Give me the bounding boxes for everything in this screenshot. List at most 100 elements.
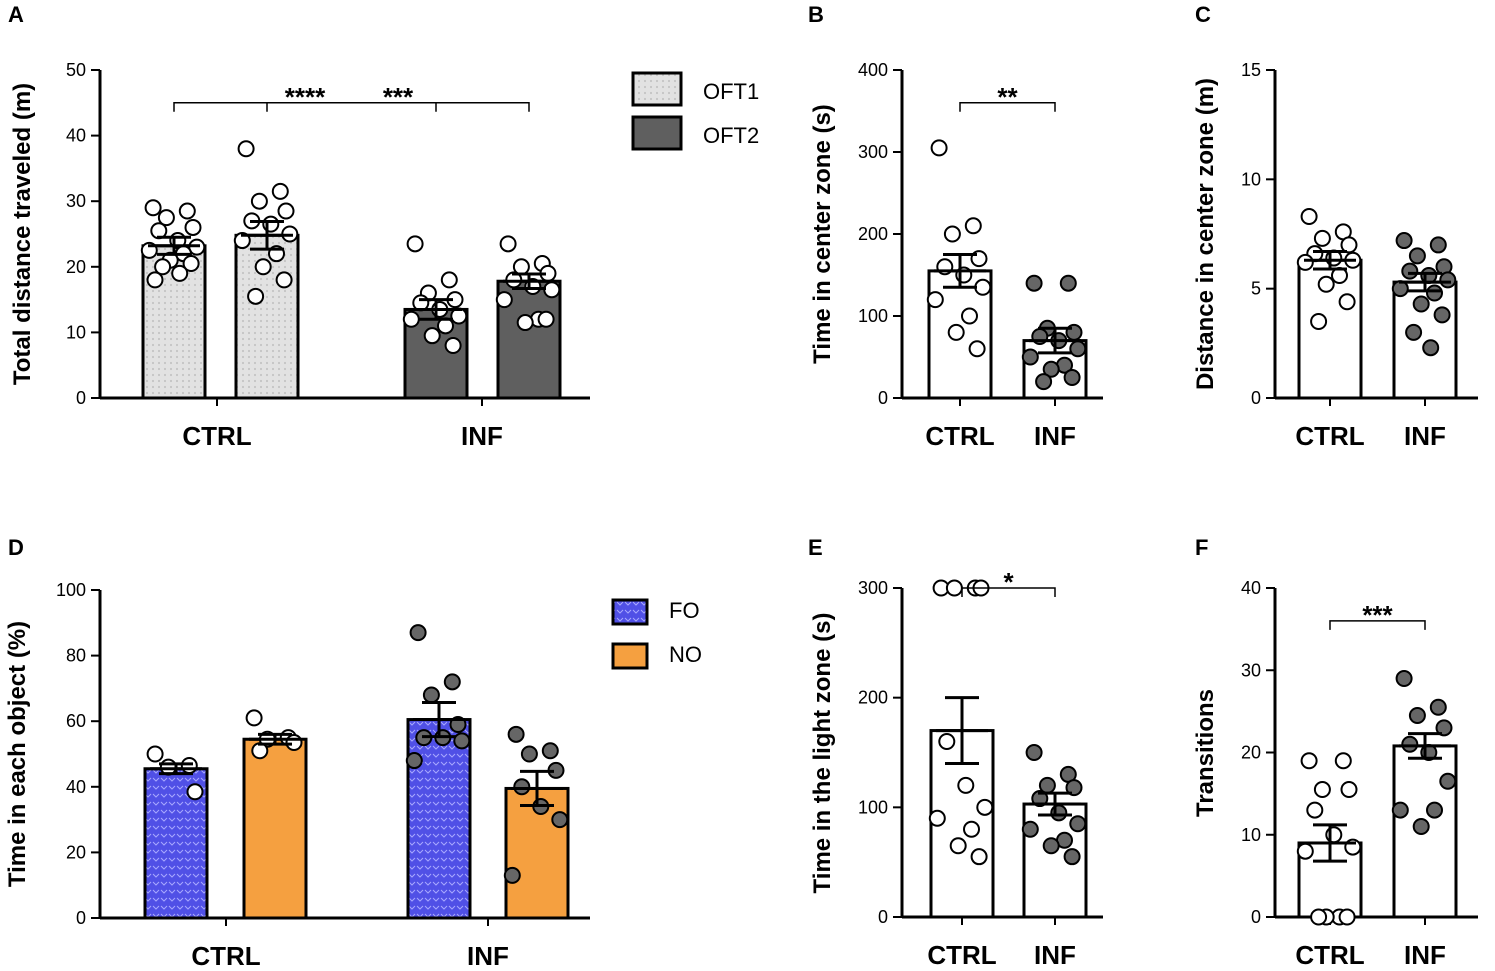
data-point	[440, 271, 458, 289]
panel-letter: E	[808, 535, 823, 560]
data-point	[1065, 779, 1083, 797]
panel-c: C Distance in center zone (m) 0 5 10 15 CTRL IN…	[1192, 2, 1478, 451]
x-category-label: INF	[1404, 421, 1446, 451]
y-tick-label: 100	[858, 306, 888, 326]
y-tick-label: 10	[66, 322, 86, 342]
x-category-label: CTRL	[182, 421, 251, 451]
data-point	[277, 202, 295, 220]
data-point	[1439, 271, 1457, 289]
legend-label: OFT1	[703, 79, 759, 104]
x-category-label: INF	[461, 421, 503, 451]
data-point	[178, 202, 196, 220]
data-point	[405, 752, 423, 770]
data-point	[938, 733, 956, 751]
x-category-label: CTRL	[927, 940, 996, 970]
data-point	[1031, 790, 1049, 808]
y-tick-label: 15	[1241, 60, 1261, 80]
significance-stars: **	[997, 82, 1018, 112]
data-point	[1035, 373, 1053, 391]
significance-bracket	[961, 587, 1056, 597]
legend-swatch	[611, 598, 649, 626]
y-tick-label: 200	[858, 688, 888, 708]
significance-bracket	[1329, 620, 1426, 630]
data-point	[254, 258, 272, 276]
data-point	[1063, 369, 1081, 386]
data-point	[1334, 752, 1352, 770]
data-point	[930, 139, 948, 157]
data-point	[423, 327, 441, 345]
y-tick-label: 0	[1251, 388, 1261, 408]
data-point	[157, 209, 175, 227]
y-tick-label: 400	[858, 60, 888, 80]
y-axis-label: Total distance traveled (m)	[9, 83, 36, 385]
y-tick-label: 40	[66, 126, 86, 146]
data-point	[1069, 340, 1087, 358]
y-axis-label: Time in each object (%)	[4, 621, 31, 887]
data-point	[503, 866, 521, 884]
data-point	[1395, 232, 1413, 250]
panel-a: A Total distance traveled (m) 0 10 20 30 40 50 C…	[8, 2, 759, 451]
data-point	[154, 258, 172, 276]
data-point	[1317, 275, 1335, 293]
data-point	[513, 778, 531, 796]
significance-bracket	[959, 102, 1056, 112]
legend-label: OFT2	[703, 123, 759, 148]
y-tick-label: 0	[878, 388, 888, 408]
data-point	[1408, 247, 1426, 265]
data-point	[968, 340, 986, 358]
data-point	[1059, 274, 1077, 292]
y-tick-label: 30	[1241, 660, 1261, 680]
data-point	[453, 732, 471, 750]
data-point	[1310, 908, 1328, 926]
x-category-label: INF	[1034, 421, 1076, 451]
data-point	[1310, 312, 1328, 330]
panel-letter: A	[8, 2, 24, 27]
data-point	[271, 182, 289, 200]
legend-swatch	[631, 115, 683, 151]
data-point	[1435, 719, 1453, 737]
legend-label: FO	[669, 598, 700, 623]
data-point	[1296, 842, 1314, 860]
data-point	[1069, 815, 1087, 833]
data-point	[926, 291, 944, 309]
data-point	[250, 192, 268, 210]
y-tick-label: 0	[1251, 907, 1261, 927]
panel-f: F Transitions 0 10 20 30 40 CTRL INF ***	[1192, 535, 1478, 970]
significance-stars: ****	[285, 82, 326, 112]
y-tick-label: 20	[66, 842, 86, 862]
data-point	[1401, 735, 1419, 753]
data-point	[406, 235, 424, 253]
data-point	[1426, 801, 1443, 819]
data-point	[961, 307, 978, 325]
data-point	[1395, 669, 1413, 687]
data-point	[495, 291, 513, 309]
data-point	[409, 624, 427, 642]
data-point	[970, 848, 988, 866]
data-point	[443, 673, 461, 691]
data-point	[943, 225, 961, 243]
data-point	[144, 199, 162, 217]
panel-letter: B	[808, 2, 824, 27]
data-point	[928, 809, 946, 827]
data-point	[1426, 284, 1443, 302]
panel-letter: D	[8, 535, 24, 560]
x-category-label: INF	[1034, 940, 1076, 970]
y-tick-label: 80	[66, 646, 86, 666]
data-point	[1042, 837, 1060, 855]
data-point	[1408, 706, 1426, 724]
data-point	[1042, 360, 1060, 378]
data-point	[1429, 236, 1447, 254]
x-category-label: CTRL	[925, 421, 994, 451]
panel-b: B Time in center zone (s) 0 100 200 300 400 CTR…	[808, 2, 1103, 451]
data-point	[245, 709, 263, 727]
significance-stars: ***	[1362, 600, 1393, 630]
panel-e: E Time in the light zone (s) 0 100 200 300 CTR…	[808, 535, 1103, 970]
y-tick-label: 100	[56, 580, 86, 600]
data-point	[1063, 848, 1081, 866]
data-point	[186, 783, 204, 801]
y-tick-label: 0	[878, 907, 888, 927]
y-tick-label: 5	[1251, 279, 1261, 299]
significance-bracket	[266, 102, 530, 112]
data-point	[551, 811, 569, 829]
